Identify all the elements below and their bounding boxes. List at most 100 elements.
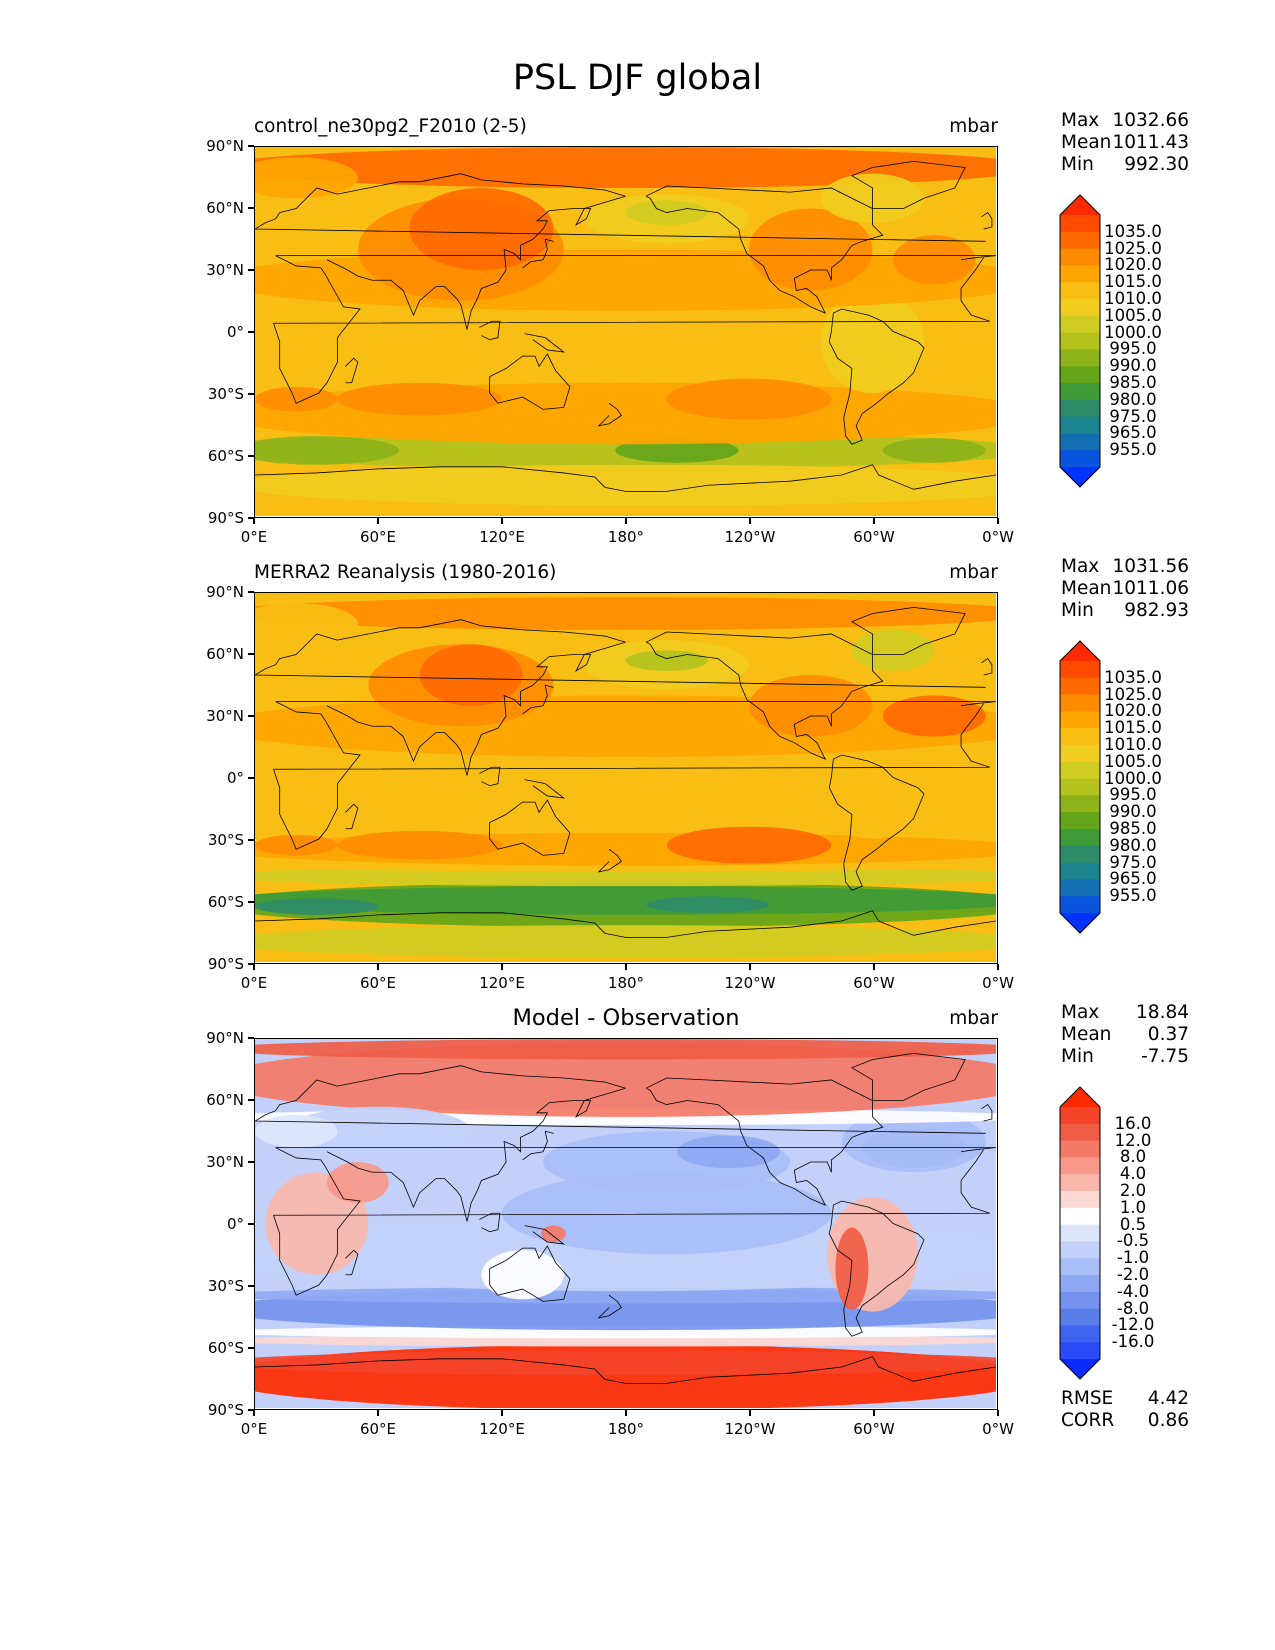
coastline bbox=[272, 1147, 996, 1296]
lon-tick-mark bbox=[749, 964, 751, 970]
coastline bbox=[524, 1225, 566, 1245]
colorbar-tick-label: -12.0 bbox=[1111, 1315, 1155, 1335]
lat-tick-mark bbox=[248, 145, 254, 147]
colorbar-segment bbox=[1060, 1174, 1100, 1192]
stat-value: 1031.56 bbox=[1112, 556, 1189, 577]
lat-tick-label: 90°S bbox=[207, 509, 244, 527]
coastline bbox=[850, 160, 966, 209]
colorbar-segment bbox=[1060, 433, 1100, 451]
lat-tick-label: 60°N bbox=[206, 1091, 244, 1109]
coastline bbox=[981, 658, 993, 676]
colorbar-segment bbox=[1060, 1342, 1100, 1360]
colorbar-tick-label: 2.0 bbox=[1119, 1181, 1147, 1200]
colorbar-segment bbox=[1060, 1258, 1100, 1276]
field-contour bbox=[882, 438, 986, 463]
colorbar-segment bbox=[1060, 1325, 1100, 1343]
colorbar-segment bbox=[1060, 677, 1100, 696]
lat-tick-mark bbox=[248, 839, 254, 841]
colorbar-extend-min bbox=[1060, 913, 1100, 933]
coastline bbox=[524, 333, 566, 353]
colorbar bbox=[1059, 194, 1101, 488]
lon-tick-label: 0°W bbox=[982, 1420, 1014, 1438]
contour-map bbox=[255, 1039, 996, 1408]
stat-row: Mean 0.37 bbox=[1061, 1024, 1189, 1046]
field-contour bbox=[255, 1039, 996, 1060]
colorbar-segment bbox=[1060, 1224, 1100, 1242]
colorbar-tick-label: -1.0 bbox=[1116, 1248, 1150, 1268]
field-contour bbox=[255, 603, 358, 645]
colorbar-tick-label: 955.0 bbox=[1109, 886, 1157, 906]
colorbar-tick-label: -16.0 bbox=[1111, 1332, 1155, 1352]
colorbar-tick-label: 1.0 bbox=[1119, 1197, 1147, 1217]
panel-title: control_ne30pg2_F2010 (2-5) bbox=[254, 116, 527, 137]
field-contour bbox=[337, 382, 502, 416]
lat-tick-mark bbox=[248, 1223, 254, 1225]
figure-title: PSL DJF global bbox=[512, 58, 763, 98]
lon-tick-mark bbox=[749, 1410, 751, 1416]
coastline bbox=[645, 1077, 884, 1206]
field-contour bbox=[893, 235, 976, 285]
lon-tick-mark bbox=[253, 518, 255, 524]
lon-tick-label: 0°E bbox=[240, 974, 268, 992]
coastline bbox=[522, 238, 554, 269]
colorbar-segment bbox=[1060, 1157, 1100, 1175]
lon-tick-mark bbox=[997, 964, 999, 970]
lat-tick-label: 90°S bbox=[207, 955, 244, 973]
coastline bbox=[981, 1104, 993, 1122]
field-contour bbox=[255, 597, 996, 630]
lat-tick-label: 60°S bbox=[207, 893, 244, 911]
lat-tick-label: 0° bbox=[226, 769, 244, 787]
lon-tick-label: 60°E bbox=[359, 1420, 397, 1438]
field-contour bbox=[409, 188, 554, 270]
lon-tick-mark bbox=[997, 518, 999, 524]
stat-label: Min bbox=[1061, 154, 1094, 175]
colorbar-tick-label: 980.0 bbox=[1109, 835, 1157, 855]
colorbar-tick-label: 980.0 bbox=[1109, 389, 1157, 409]
field-contour bbox=[646, 896, 770, 913]
lon-tick-mark bbox=[625, 518, 627, 524]
stat-value: 982.93 bbox=[1124, 600, 1189, 621]
lon-tick-label: 120°E bbox=[479, 974, 525, 992]
colorbar-tick-label: 12.0 bbox=[1114, 1130, 1152, 1150]
lat-tick-label: 30°S bbox=[207, 1277, 244, 1295]
lat-tick-mark bbox=[248, 1037, 254, 1039]
colorbar-tick-label: 0.5 bbox=[1119, 1214, 1147, 1234]
colorbar-tick-label: 1005.0 bbox=[1104, 751, 1162, 771]
lon-tick-mark bbox=[253, 964, 255, 970]
stats-box: Max 18.84 Mean 0.37 Min -7.75 bbox=[1061, 1002, 1189, 1068]
lon-tick-label: 120°W bbox=[724, 528, 776, 546]
lat-tick-mark bbox=[248, 591, 254, 593]
colorbar-outline bbox=[1059, 640, 1101, 934]
lon-tick-mark bbox=[501, 518, 503, 524]
lat-tick-mark bbox=[248, 963, 254, 965]
lat-tick-label: 30°N bbox=[206, 1153, 244, 1171]
colorbar-tick-label: 1015.0 bbox=[1104, 718, 1162, 738]
lon-tick-mark bbox=[377, 964, 379, 970]
lat-tick-mark bbox=[248, 1285, 254, 1287]
panel-title: Model - Observation bbox=[512, 1005, 740, 1031]
coastline bbox=[645, 185, 884, 314]
lat-tick-label: 60°N bbox=[206, 645, 244, 663]
stat-value: -7.75 bbox=[1141, 1046, 1189, 1067]
coastline bbox=[828, 1200, 925, 1337]
colorbar-segment bbox=[1060, 795, 1100, 813]
panel-units: mbar bbox=[949, 1008, 998, 1029]
lat-tick-mark bbox=[248, 1347, 254, 1349]
colorbar-tick-label: 1010.0 bbox=[1104, 735, 1162, 754]
field-contour bbox=[841, 1110, 986, 1173]
lat-tick-mark bbox=[248, 1409, 254, 1411]
lon-tick-mark bbox=[501, 964, 503, 970]
coastline bbox=[489, 799, 571, 856]
colorbar-segment bbox=[1060, 349, 1100, 367]
map-panel: MERRA2 Reanalysis (1980-2016) mbar 90°N 60°… bbox=[0, 0, 1275, 992]
lat-tick-label: 60°S bbox=[207, 447, 244, 465]
colorbar-tick-label: 1035.0 bbox=[1104, 221, 1162, 241]
field-contour bbox=[255, 752, 996, 803]
colorbar-segment bbox=[1060, 215, 1100, 233]
field-contour bbox=[255, 157, 358, 199]
coastline bbox=[850, 606, 966, 655]
stat-row: Min 982.93 bbox=[1061, 600, 1189, 622]
stat-value: 992.30 bbox=[1124, 154, 1189, 175]
colorbar-tick-label: 1005.0 bbox=[1104, 305, 1162, 325]
colorbar-segment bbox=[1060, 299, 1100, 317]
